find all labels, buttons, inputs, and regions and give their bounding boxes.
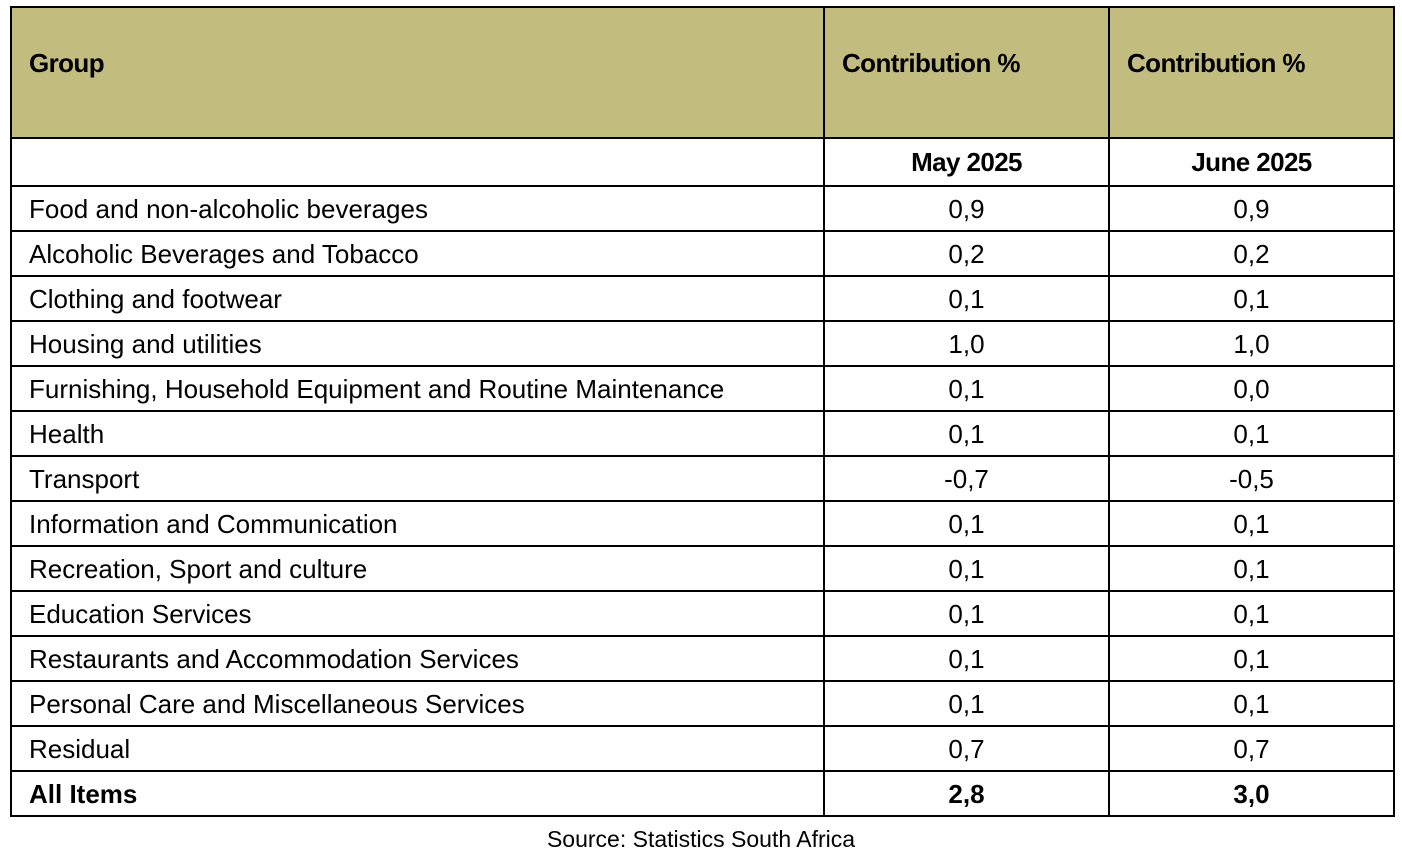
row-may-value: 0,1: [823, 275, 1110, 322]
row-may-value: 0,9: [823, 185, 1110, 232]
row-group-label: Housing and utilities: [10, 320, 825, 367]
row-may-value: 0,1: [823, 545, 1110, 592]
table-row: Residual 0,7 0,7: [10, 725, 1395, 772]
subheader-group: [10, 137, 825, 187]
row-group-label: Residual: [10, 725, 825, 772]
row-group-label: Information and Communication: [10, 500, 825, 547]
contribution-table: Group Contribution % Contribution % May …: [10, 6, 1395, 817]
row-june-value: -0,5: [1108, 455, 1395, 502]
row-may-value: 0,1: [823, 680, 1110, 727]
row-june-value: 0,1: [1108, 590, 1395, 637]
row-may-value: 0,1: [823, 410, 1110, 457]
row-june-value: 0,7: [1108, 725, 1395, 772]
table-row: Restaurants and Accommodation Services 0…: [10, 635, 1395, 682]
table-row: Furnishing, Household Equipment and Rout…: [10, 365, 1395, 412]
row-group-label: Personal Care and Miscellaneous Services: [10, 680, 825, 727]
table-row: Personal Care and Miscellaneous Services…: [10, 680, 1395, 727]
table-row: Information and Communication 0,1 0,1: [10, 500, 1395, 547]
row-may-value: 0,7: [823, 725, 1110, 772]
row-group-label: Recreation, Sport and culture: [10, 545, 825, 592]
table-row: Housing and utilities 1,0 1,0: [10, 320, 1395, 367]
row-may-value: 0,1: [823, 635, 1110, 682]
total-group-label: All Items: [10, 770, 825, 817]
row-group-label: Furnishing, Household Equipment and Rout…: [10, 365, 825, 412]
row-group-label: Transport: [10, 455, 825, 502]
row-june-value: 0,1: [1108, 410, 1395, 457]
header-contribution-may: Contribution %: [823, 6, 1110, 139]
row-june-value: 0,1: [1108, 680, 1395, 727]
contribution-table-container: Group Contribution % Contribution % May …: [10, 6, 1395, 817]
row-june-value: 1,0: [1108, 320, 1395, 367]
row-june-value: 0,0: [1108, 365, 1395, 412]
table-row: Alcoholic Beverages and Tobacco 0,2 0,2: [10, 230, 1395, 277]
row-june-value: 0,2: [1108, 230, 1395, 277]
row-june-value: 0,1: [1108, 275, 1395, 322]
header-group: Group: [10, 6, 825, 139]
table-row: Transport -0,7 -0,5: [10, 455, 1395, 502]
source-note: Source: Statistics South Africa: [546, 826, 856, 852]
row-june-value: 0,1: [1108, 545, 1395, 592]
total-may-value: 2,8: [823, 770, 1110, 817]
table-row: Education Services 0,1 0,1: [10, 590, 1395, 637]
row-group-label: Restaurants and Accommodation Services: [10, 635, 825, 682]
row-group-label: Education Services: [10, 590, 825, 637]
subheader-may-2025: May 2025: [823, 137, 1110, 187]
row-group-label: Food and non-alcoholic beverages: [10, 185, 825, 232]
subheader-june-2025: June 2025: [1108, 137, 1395, 187]
total-june-value: 3,0: [1108, 770, 1395, 817]
row-may-value: 0,1: [823, 365, 1110, 412]
table-row: Health 0,1 0,1: [10, 410, 1395, 457]
row-may-value: 0,1: [823, 590, 1110, 637]
row-june-value: 0,1: [1108, 500, 1395, 547]
row-may-value: 1,0: [823, 320, 1110, 367]
row-june-value: 0,9: [1108, 185, 1395, 232]
row-group-label: Clothing and footwear: [10, 275, 825, 322]
row-may-value: 0,1: [823, 500, 1110, 547]
row-group-label: Health: [10, 410, 825, 457]
table-row: Food and non-alcoholic beverages 0,9 0,9: [10, 185, 1395, 232]
row-may-value: 0,2: [823, 230, 1110, 277]
row-june-value: 0,1: [1108, 635, 1395, 682]
row-may-value: -0,7: [823, 455, 1110, 502]
table-total-row: All Items 2,8 3,0: [10, 770, 1395, 817]
table-row: Recreation, Sport and culture 0,1 0,1: [10, 545, 1395, 592]
table-header-row: Group Contribution % Contribution %: [10, 6, 1395, 139]
table-subheader-row: May 2025 June 2025: [10, 137, 1395, 187]
header-contribution-june: Contribution %: [1108, 6, 1395, 139]
row-group-label: Alcoholic Beverages and Tobacco: [10, 230, 825, 277]
table-row: Clothing and footwear 0,1 0,1: [10, 275, 1395, 322]
